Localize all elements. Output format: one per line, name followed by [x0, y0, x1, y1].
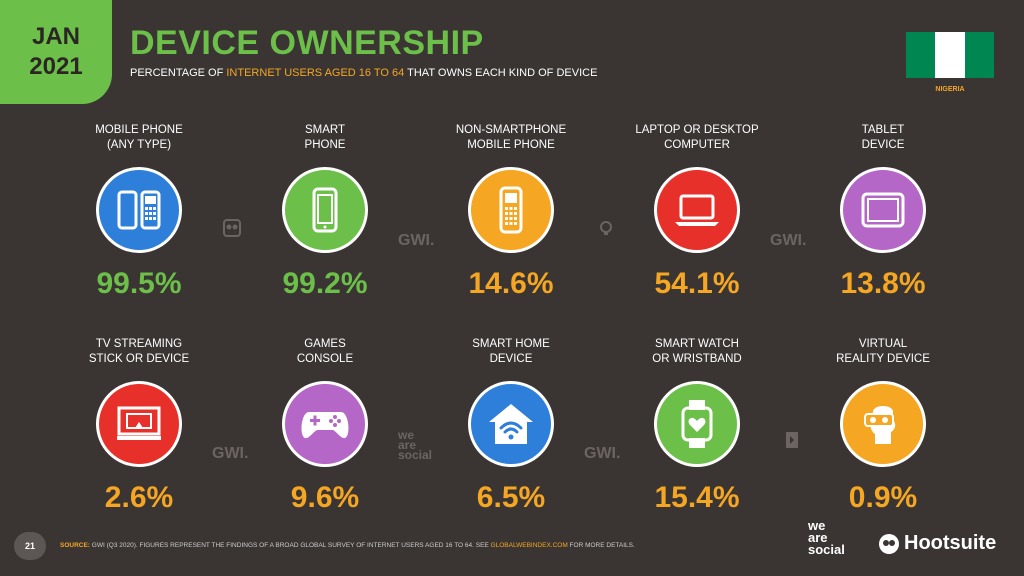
hootsuite-text: Hootsuite [904, 532, 997, 554]
device-percentage: 14.6% [468, 267, 554, 300]
device-label: VIRTUAL REALITY DEVICE [836, 338, 930, 365]
device-percentage: 9.6% [290, 481, 360, 514]
date-year: 2021 [29, 53, 83, 80]
feature-phone-icon [468, 167, 554, 253]
we-are-social-watermark: we are social [398, 428, 433, 462]
device-card: NON-SMARTPHONE MOBILE PHONE 14.6% [418, 122, 604, 301]
device-card: SMART WATCH OR WRISTBAND 15.4% [604, 336, 790, 515]
device-card: LAPTOP OR DESKTOP COMPUTER 54.1% [604, 122, 790, 301]
device-card: TABLET DEVICE 13.8% [790, 122, 976, 301]
page-title: DEVICE OWNERSHIP [130, 24, 484, 62]
gwi-watermark: GWI. [584, 445, 621, 462]
device-card: TV STREAMING STICK OR DEVICE 2.6% [46, 336, 232, 515]
device-percentage: 99.5% [96, 267, 182, 300]
device-percentage: 15.4% [654, 481, 740, 514]
device-label: SMART HOME DEVICE [472, 338, 550, 365]
subtitle-highlight: INTERNET USERS AGED 16 TO 64 [226, 67, 405, 79]
hootsuite-owl-icon [879, 533, 899, 554]
vr-headset-icon [840, 381, 926, 467]
device-percentage: 6.5% [476, 481, 546, 514]
owl-icon [222, 218, 242, 243]
laptop-icon [654, 167, 740, 253]
source-note: SOURCE: GWI (Q3 2020). FIGURES REPRESENT… [60, 542, 635, 549]
subtitle-prefix: PERCENTAGE OF [130, 67, 227, 79]
lightbulb-icon [596, 218, 616, 243]
tablet-icon [840, 167, 926, 253]
device-label: TV STREAMING STICK OR DEVICE [88, 338, 190, 365]
source-label: SOURCE: [60, 542, 90, 549]
device-percentage: 99.2% [282, 267, 368, 300]
date-month: JAN [31, 23, 80, 50]
device-label: GAMES CONSOLE [296, 338, 354, 365]
device-label: NON-SMARTPHONE MOBILE PHONE [455, 124, 567, 151]
gamepad-icon [282, 381, 368, 467]
tv-streaming-icon [96, 381, 182, 467]
device-percentage: 54.1% [654, 267, 740, 300]
device-card: SMART HOME DEVICE 6.5% [418, 336, 604, 515]
device-card: GAMES CONSOLE 9.6% [232, 336, 418, 515]
page-number: 21 [14, 532, 46, 560]
smartwatch-icon [654, 381, 740, 467]
device-label: SMART WATCH OR WRISTBAND [652, 338, 742, 365]
subtitle-suffix: THAT OWNS EACH KIND OF DEVICE [404, 67, 598, 79]
device-label: LAPTOP OR DESKTOP COMPUTER [635, 124, 759, 151]
smart-home-icon [468, 381, 554, 467]
source-link[interactable]: GLOBALWEBINDEX.COM [490, 542, 568, 549]
mobile-phones-icon [96, 167, 182, 253]
device-card: SMART PHONE 99.2% [232, 122, 418, 301]
device-label: MOBILE PHONE (ANY TYPE) [95, 124, 183, 151]
source-text: GWI (Q3 2020). FIGURES REPRESENT THE FIN… [89, 542, 491, 549]
device-percentage: 2.6% [104, 481, 174, 514]
nigeria-flag-icon [906, 32, 994, 78]
smartphone-icon [282, 167, 368, 253]
gwi-watermark: GWI. [212, 445, 249, 462]
gwi-watermark: GWI. [770, 232, 807, 249]
country-label: NIGERIA [935, 86, 965, 93]
date-badge: JAN 2021 [0, 0, 112, 104]
device-card: MOBILE PHONE (ANY TYPE) 99.5% [46, 122, 232, 301]
device-label: SMART PHONE [304, 124, 346, 151]
kepios-icon [782, 430, 802, 455]
device-card: VIRTUAL REALITY DEVICE 0.9% [790, 336, 976, 515]
we-are-social-logo: we are social [808, 518, 845, 557]
device-percentage: 13.8% [840, 267, 926, 300]
source-end: FOR MORE DETAILS. [567, 542, 635, 549]
device-percentage: 0.9% [848, 481, 918, 514]
page-subtitle: PERCENTAGE OF INTERNET USERS AGED 16 TO … [130, 67, 597, 79]
gwi-watermark: GWI. [398, 232, 435, 249]
device-label: TABLET DEVICE [861, 124, 905, 151]
hootsuite-logo: Hootsuite [878, 532, 996, 555]
